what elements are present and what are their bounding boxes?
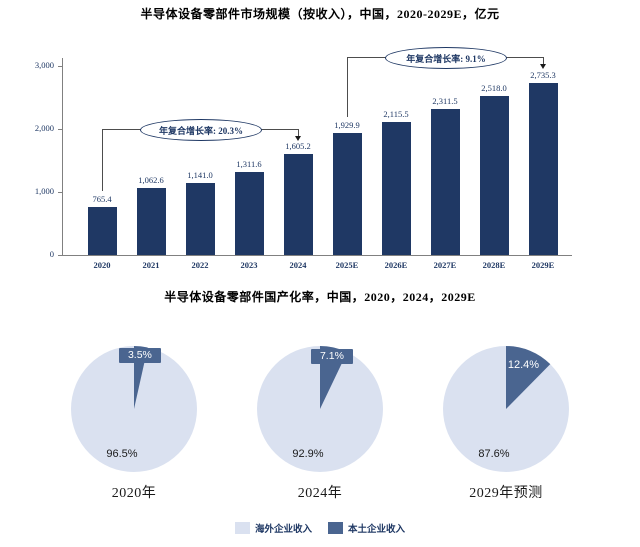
pie-caption: 2020年 xyxy=(111,486,157,501)
pie-caption: 2024年 xyxy=(297,486,343,501)
x-axis-label: 2024 xyxy=(289,260,307,270)
x-axis-line xyxy=(62,255,572,256)
y-axis-tick xyxy=(58,255,62,256)
bar-2023 xyxy=(234,172,264,255)
pie-chart-title: 半导体设备零部件国产化率，中国，2020，2024，2029E xyxy=(164,290,476,304)
cagr-arrow-line xyxy=(298,129,299,136)
legend-label: 本土企业收入 xyxy=(348,525,406,535)
pie-domestic-label: 3.5% xyxy=(118,347,161,363)
legend-item: 本土企业收入 xyxy=(328,521,405,535)
down-arrow-icon xyxy=(295,136,301,141)
y-axis-label: 0 xyxy=(49,249,54,259)
y-axis-tick xyxy=(58,192,62,193)
bar-value-label: 1,141.0 xyxy=(187,170,213,181)
pie-legend: 海外企业收入 本土企业收入 xyxy=(0,521,640,535)
bar-2027E xyxy=(430,109,460,255)
pie-slice-domestic xyxy=(506,346,551,409)
legend-item: 海外企业收入 xyxy=(234,521,312,535)
pie-overseas-label: 87.6% xyxy=(478,448,510,460)
bar-2020 xyxy=(87,206,117,255)
cagr-connector-vertical xyxy=(347,57,348,118)
legend-label: 海外企业收入 xyxy=(254,525,312,535)
x-axis-label: 2026E xyxy=(384,260,408,270)
x-axis-label: 2023 xyxy=(240,260,258,270)
bar-2026E xyxy=(381,121,411,255)
x-axis-label: 2028E xyxy=(482,260,506,270)
x-axis-label: 2025E xyxy=(335,260,359,270)
x-axis-label: 2021 xyxy=(142,260,160,270)
pie-chart: 96.5% 3.5% 2020年 xyxy=(41,330,227,506)
y-axis-tick xyxy=(58,66,62,67)
x-axis-label: 2022 xyxy=(191,260,209,270)
legend-swatch-domestic xyxy=(328,522,343,534)
bar-2029E xyxy=(528,82,558,255)
bar-value-label: 1,062.6 xyxy=(138,175,164,186)
bar-value-label: 2,115.5 xyxy=(383,108,409,119)
pie-graphic xyxy=(443,346,569,472)
pie-chart: 92.9% 7.1% 2024年 xyxy=(227,330,413,506)
cagr-ellipse: 年复合增长率: 20.3% xyxy=(140,119,262,141)
bar-value-label: 2,518.0 xyxy=(481,83,507,94)
bar-value-label: 1,605.2 xyxy=(285,140,311,151)
bar-value-label: 765.4 xyxy=(92,193,112,204)
pie-caption: 2029年预测 xyxy=(469,486,543,501)
x-axis-label: 2027E xyxy=(433,260,457,270)
bar-2028E xyxy=(479,96,509,255)
y-axis-label: 2,000 xyxy=(34,123,54,133)
bar-chart-title: 半导体设备零部件市场规模（按收入），中国，2020-2029E，亿元 xyxy=(140,7,500,21)
pie-chart: 87.6% 12.4% 2029年预测 xyxy=(413,330,599,506)
y-axis-label: 3,000 xyxy=(34,60,54,70)
bar-value-label: 1,929.9 xyxy=(334,120,360,131)
bar-2021 xyxy=(136,188,166,255)
pie-overseas-label: 96.5% xyxy=(106,448,138,460)
pie-overseas-label: 92.9% xyxy=(292,448,324,460)
y-axis-label: 1,000 xyxy=(34,186,54,196)
pie-domestic-label: 7.1% xyxy=(310,348,353,364)
x-axis-label: 2029E xyxy=(531,260,555,270)
cagr-ellipse: 年复合增长率: 9.1% xyxy=(385,47,507,70)
bar-value-label: 2,735.3 xyxy=(530,69,556,80)
bar-2024 xyxy=(283,153,313,255)
y-axis-line xyxy=(62,58,63,255)
down-arrow-icon xyxy=(540,64,546,70)
bar-value-label: 2,311.5 xyxy=(432,96,458,107)
x-axis-label: 2020 xyxy=(93,260,111,270)
pie-domestic-label: 12.4% xyxy=(507,359,540,372)
y-axis-tick xyxy=(58,129,62,130)
cagr-connector-vertical xyxy=(102,129,103,191)
bar-value-label: 1,311.6 xyxy=(236,159,262,170)
cagr-arrow-line xyxy=(543,57,544,65)
legend-swatch-overseas xyxy=(234,522,250,534)
bar-2022 xyxy=(185,183,215,255)
bar-2025E xyxy=(332,133,362,255)
pie-charts-row: 96.5% 3.5% 2020年 92.9% 7.1% 2024年 87.6% 12.4% 20… xyxy=(41,330,599,506)
